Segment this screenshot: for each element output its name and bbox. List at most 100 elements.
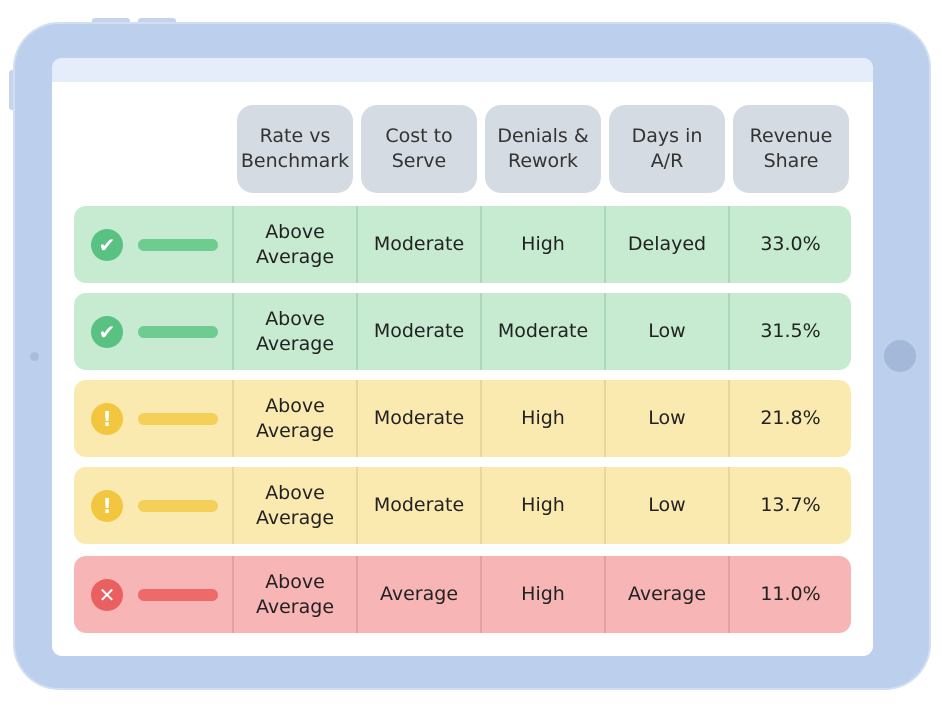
- header-rate-vs-benchmark: Rate vs Benchmark: [237, 105, 353, 193]
- cell-denials: High: [521, 494, 565, 516]
- column-divider: [604, 293, 606, 370]
- column-divider: [232, 556, 234, 633]
- header-line: Rate vs: [259, 125, 331, 147]
- column-divider: [728, 467, 730, 544]
- status-indicator-bar: [138, 412, 218, 425]
- header-line: Revenue: [749, 125, 833, 147]
- column-divider: [232, 293, 234, 370]
- status-cell: ✕: [74, 556, 232, 633]
- header-line: Rework: [507, 150, 578, 172]
- column-divider: [480, 380, 482, 457]
- x-circle-icon: ✕: [91, 578, 123, 611]
- cell-cost: Moderate: [373, 233, 465, 255]
- cell-rate: Above Average: [234, 206, 356, 283]
- column-divider: [356, 206, 358, 283]
- cell-share: 21.8%: [760, 407, 821, 429]
- cell-cost: Moderate: [373, 407, 465, 429]
- header-days-in-ar: Days in A/R: [609, 105, 725, 193]
- column-divider: [604, 556, 606, 633]
- cell-days: Delayed: [627, 233, 707, 255]
- status-indicator-bar: [138, 238, 218, 251]
- header-line: Cost to: [385, 125, 453, 147]
- camera-icon: [30, 352, 39, 361]
- header-denials-rework: Denials & Rework: [485, 105, 601, 193]
- exclamation-circle-icon: !: [91, 402, 123, 435]
- column-divider: [728, 293, 730, 370]
- table-row: ! Above Average Moderate High Low 13.7%: [74, 467, 851, 544]
- header-line: Denials &: [497, 125, 589, 147]
- cell-rate: Above Average: [234, 556, 356, 633]
- table-row: ! Above Average Moderate High Low 21.8%: [74, 380, 851, 457]
- status-cell: !: [74, 467, 232, 544]
- column-divider: [480, 556, 482, 633]
- cell-share: 11.0%: [760, 583, 821, 605]
- tablet-top-button: [92, 18, 130, 24]
- header-line: Days in: [631, 125, 703, 147]
- status-indicator-bar: [138, 588, 218, 601]
- status-indicator-bar: [138, 499, 218, 512]
- status-cell: ✔: [74, 293, 232, 370]
- cell-line: Average: [255, 595, 335, 618]
- tablet-screen: Rate vs Benchmark Cost to Serve Denials & R…: [52, 58, 873, 656]
- cell-days: Low: [648, 494, 686, 516]
- column-divider: [604, 467, 606, 544]
- cell-line: Above: [265, 307, 325, 330]
- column-divider: [480, 206, 482, 283]
- cell-line: Above: [265, 394, 325, 417]
- header-line: Share: [763, 150, 819, 172]
- header-revenue-share: Revenue Share: [733, 105, 849, 193]
- tablet-top-button: [138, 18, 176, 24]
- column-divider: [356, 380, 358, 457]
- status-cell: ✔: [74, 206, 232, 283]
- status-indicator-bar: [138, 325, 218, 338]
- cell-rate: Above Average: [234, 293, 356, 370]
- cell-cost: Moderate: [373, 494, 465, 516]
- header-line: Serve: [391, 150, 447, 172]
- header-cost-to-serve: Cost to Serve: [361, 105, 477, 193]
- check-circle-icon: ✔: [91, 228, 123, 261]
- cell-line: Average: [255, 245, 335, 268]
- cell-line: Above: [265, 481, 325, 504]
- cell-share: 13.7%: [760, 494, 821, 516]
- tablet-side-button: [9, 70, 15, 110]
- column-divider: [480, 293, 482, 370]
- column-divider: [232, 380, 234, 457]
- cell-denials: High: [521, 583, 565, 605]
- status-bar: [52, 58, 873, 82]
- cell-denials: High: [521, 407, 565, 429]
- home-button[interactable]: [884, 340, 916, 372]
- exclamation-circle-icon: !: [91, 489, 123, 522]
- check-circle-icon: ✔: [91, 315, 123, 348]
- status-cell: !: [74, 380, 232, 457]
- cell-line: Average: [255, 506, 335, 529]
- column-divider: [480, 467, 482, 544]
- cell-rate: Above Average: [234, 467, 356, 544]
- table-row: ✕ Above Average Average High Average 11.0…: [74, 556, 851, 633]
- cell-line: Above: [265, 220, 325, 243]
- column-divider: [728, 206, 730, 283]
- cell-share: 33.0%: [760, 233, 821, 255]
- column-divider: [356, 467, 358, 544]
- cell-line: Average: [255, 419, 335, 442]
- cell-share: 31.5%: [760, 320, 821, 342]
- table-row: ✔ Above Average Moderate High Delayed 33.…: [74, 206, 851, 283]
- column-divider: [604, 380, 606, 457]
- header-line: A/R: [650, 150, 684, 172]
- cell-line: Above: [265, 570, 325, 593]
- table-row: ✔ Above Average Moderate Moderate Low 31.…: [74, 293, 851, 370]
- column-divider: [728, 380, 730, 457]
- cell-cost: Average: [379, 583, 459, 605]
- column-divider: [728, 556, 730, 633]
- cell-denials: High: [521, 233, 565, 255]
- column-divider: [232, 206, 234, 283]
- cell-days: Average: [627, 583, 707, 605]
- column-divider: [232, 467, 234, 544]
- cell-days: Low: [648, 320, 686, 342]
- column-divider: [356, 293, 358, 370]
- column-divider: [356, 556, 358, 633]
- cell-days: Low: [648, 407, 686, 429]
- header-line: Benchmark: [240, 150, 350, 172]
- cell-rate: Above Average: [234, 380, 356, 457]
- column-divider: [604, 206, 606, 283]
- cell-line: Average: [255, 332, 335, 355]
